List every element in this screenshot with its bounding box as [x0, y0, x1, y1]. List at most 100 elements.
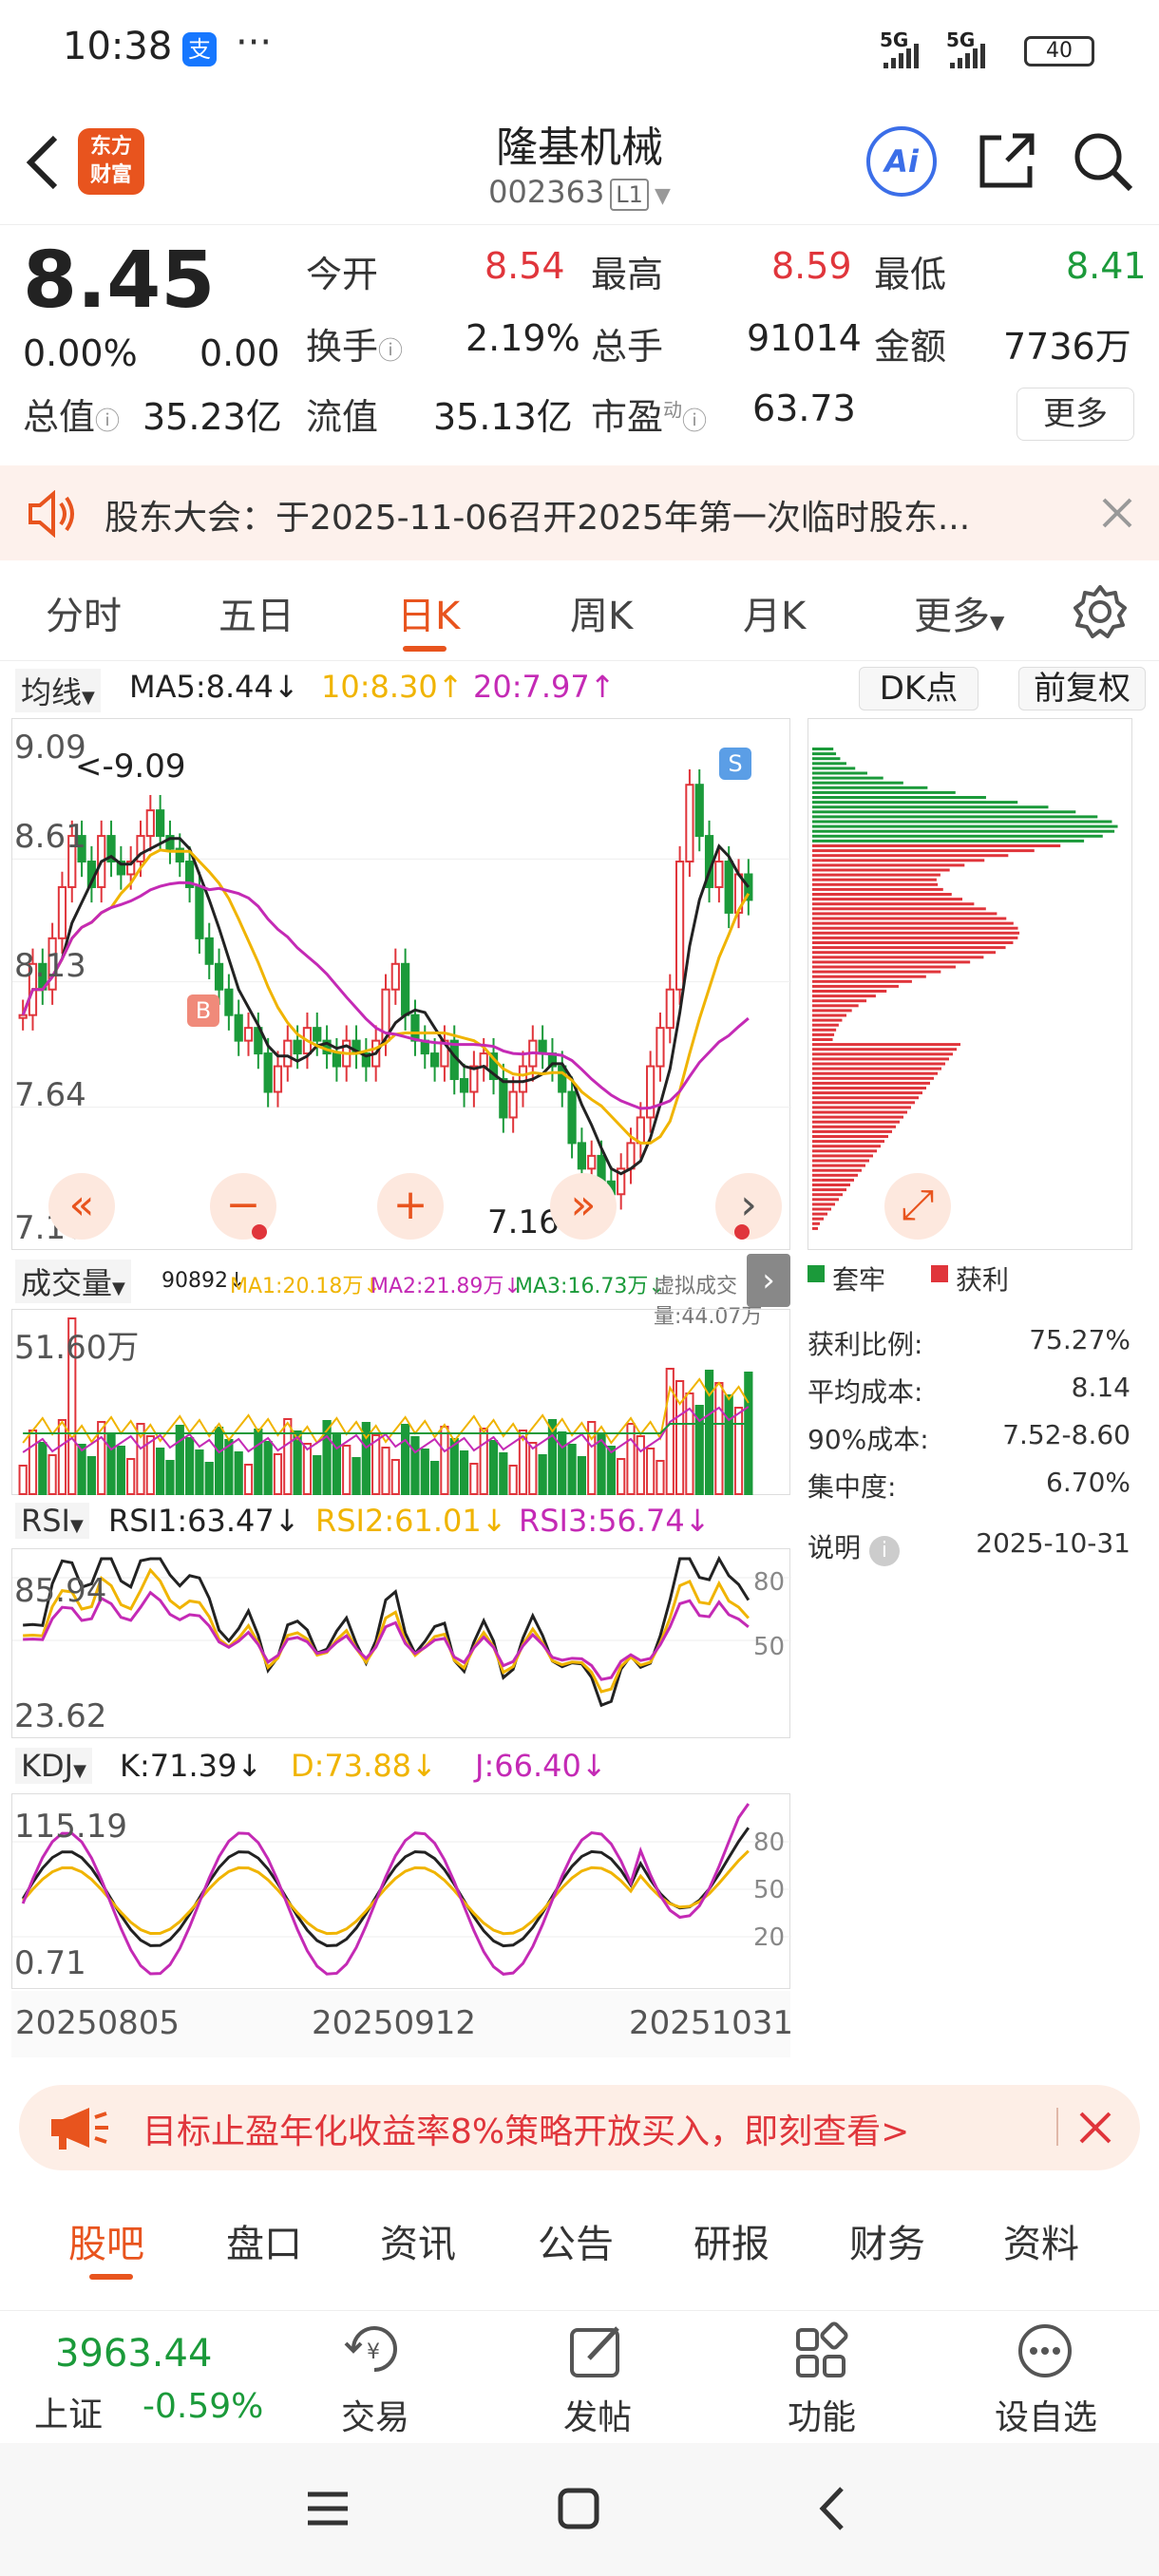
more-button[interactable]: 更多 [1016, 388, 1134, 441]
candle-body [184, 861, 195, 888]
volume-bar [440, 1426, 449, 1495]
volume-bar [352, 1457, 361, 1495]
ma-select[interactable]: 均线▼ [15, 669, 101, 712]
volume-svg [18, 1317, 753, 1495]
kline-chart[interactable]: 9.09 8.61 8.13 7.64 7.16 <-9.09 7.16-> S… [11, 718, 791, 1250]
candle-body [567, 1090, 577, 1145]
chip-bar [812, 748, 834, 750]
volume-bar [469, 1463, 479, 1495]
index-name[interactable]: 上证 [34, 2396, 104, 2434]
chip-bar [812, 844, 1061, 847]
chip-distribution[interactable]: ⤢ [808, 718, 1132, 1250]
chip-bar [812, 1009, 852, 1013]
tab-more-label: 更多 [914, 595, 990, 638]
tab-announcements[interactable]: 公告 [538, 2223, 614, 2266]
app-logo[interactable]: 东方 财富 [78, 128, 144, 195]
candle-body [204, 937, 214, 965]
candle-body [508, 1090, 518, 1119]
back-icon[interactable] [19, 132, 66, 193]
share-icon[interactable] [973, 128, 1039, 195]
zoom-out-button[interactable]: − [210, 1173, 276, 1240]
pre-adjust-button[interactable]: 前复权 [1018, 667, 1146, 710]
zoom-in-button[interactable]: + [377, 1173, 444, 1240]
chip-stats: 套牢 获利 获利比例: 75.27% 平均成本: 8.14 90%成本: 7.5… [808, 1252, 1150, 1575]
pe-sup: 动 [663, 398, 683, 422]
buy-marker[interactable]: B [187, 994, 219, 1027]
add-watchlist-button[interactable]: 设自选 [984, 2320, 1108, 2439]
info-icon[interactable]: ⓘ [378, 337, 404, 366]
info-icon[interactable]: ⓘ [682, 407, 708, 436]
scroll-right-button[interactable]: » [550, 1173, 617, 1240]
tab-intraday[interactable]: 分时 [46, 595, 122, 638]
notice-bar[interactable]: 股东大会：于2025-11-06召开2025年第一次临时股东... [0, 465, 1159, 560]
y-label-4: 7.64 [14, 1076, 86, 1114]
kdj-level-50: 50 [753, 1876, 786, 1904]
explain-link[interactable]: 说明 i [808, 1527, 900, 1566]
turnover-label-text: 换手 [306, 326, 379, 368]
chip-bar [812, 1140, 884, 1144]
info-icon[interactable]: ⓘ [95, 407, 121, 436]
candle-body [587, 1154, 597, 1170]
search-icon[interactable] [1070, 128, 1136, 195]
profit-ratio-label: 获利比例: [808, 1329, 923, 1360]
kdj-select-label: KDJ [21, 1748, 74, 1784]
expand-right-icon[interactable]: › [747, 1254, 790, 1307]
stock-header: 东方 财富 隆基机械 002363 L1 ▼ Ai [0, 100, 1159, 225]
tab-month-k[interactable]: 月K [743, 595, 807, 638]
volume-select[interactable]: 成交量▼ [15, 1260, 131, 1303]
tab-five-day[interactable]: 五日 [218, 595, 294, 638]
trade-button[interactable]: ¥ 交易 [314, 2320, 437, 2439]
tab-pankou[interactable]: 盘口 [226, 2223, 302, 2266]
close-icon[interactable] [1075, 2108, 1115, 2148]
tab-day-k[interactable]: 日K [397, 595, 461, 638]
candle-body [646, 1065, 656, 1119]
logo-line2: 财富 [89, 163, 132, 187]
ai-button[interactable]: Ai [866, 126, 937, 197]
scroll-left-button[interactable]: « [48, 1173, 115, 1240]
back-nav-icon[interactable] [809, 2485, 857, 2532]
rsi-chart[interactable]: 85.94 23.62 80 50 [11, 1548, 791, 1738]
signal-icon [884, 44, 919, 68]
kdj-select[interactable]: KDJ▼ [15, 1748, 92, 1784]
chip-bar [812, 1013, 846, 1017]
function-button[interactable]: 功能 [760, 2320, 884, 2439]
amount-value: 7736万 [1003, 326, 1131, 368]
candle-body [332, 1052, 342, 1068]
tab-research[interactable]: 研报 [694, 2223, 770, 2266]
volume-bar [646, 1448, 656, 1495]
chip-bar [812, 820, 1112, 824]
volume-bar [214, 1427, 224, 1495]
chip-bar [812, 1076, 934, 1080]
close-icon[interactable] [1098, 494, 1136, 532]
gear-icon[interactable] [1072, 583, 1129, 640]
home-icon[interactable] [555, 2485, 602, 2532]
index-value[interactable]: 3963.44 [55, 2332, 213, 2376]
tab-profile[interactable]: 资料 [1003, 2223, 1079, 2266]
chevron-down-icon: ▼ [112, 1279, 125, 1298]
rsi-select[interactable]: RSI▼ [15, 1503, 89, 1539]
turnover-value: 2.19% [466, 317, 580, 359]
chip-bar [812, 1081, 930, 1085]
volume-chart[interactable]: 51.60万 [11, 1309, 790, 1495]
tab-finance[interactable]: 财务 [849, 2223, 925, 2266]
tab-guba[interactable]: 股吧 [68, 2223, 144, 2266]
chip-bar [812, 873, 940, 877]
dk-point-button[interactable]: DK点 [859, 667, 978, 710]
tab-news[interactable]: 资讯 [380, 2223, 456, 2266]
chip-bar [812, 921, 1014, 925]
chevron-down-icon[interactable]: ▼ [654, 184, 671, 208]
index-change[interactable]: -0.59% [142, 2387, 264, 2426]
promo-banner[interactable]: 目标止盈年化收益率8%策略开放买入，即刻查看> [19, 2085, 1140, 2170]
post-button[interactable]: 发帖 [536, 2320, 659, 2439]
expand-icon[interactable]: ⤢ [884, 1173, 951, 1240]
tab-week-k[interactable]: 周K [570, 595, 634, 638]
kdj-chart[interactable]: 115.19 0.71 80 50 20 [11, 1793, 791, 1989]
chip-bar [812, 917, 1007, 920]
menu-icon[interactable] [304, 2485, 352, 2532]
tab-more[interactable]: 更多▼ [914, 585, 1004, 640]
high-label: 最高 [591, 254, 664, 295]
avg-cost-value: 8.14 [1071, 1372, 1130, 1403]
sell-marker[interactable]: S [719, 748, 751, 780]
chip-bar [812, 849, 1035, 853]
watch-label: 设自选 [994, 2398, 1097, 2437]
